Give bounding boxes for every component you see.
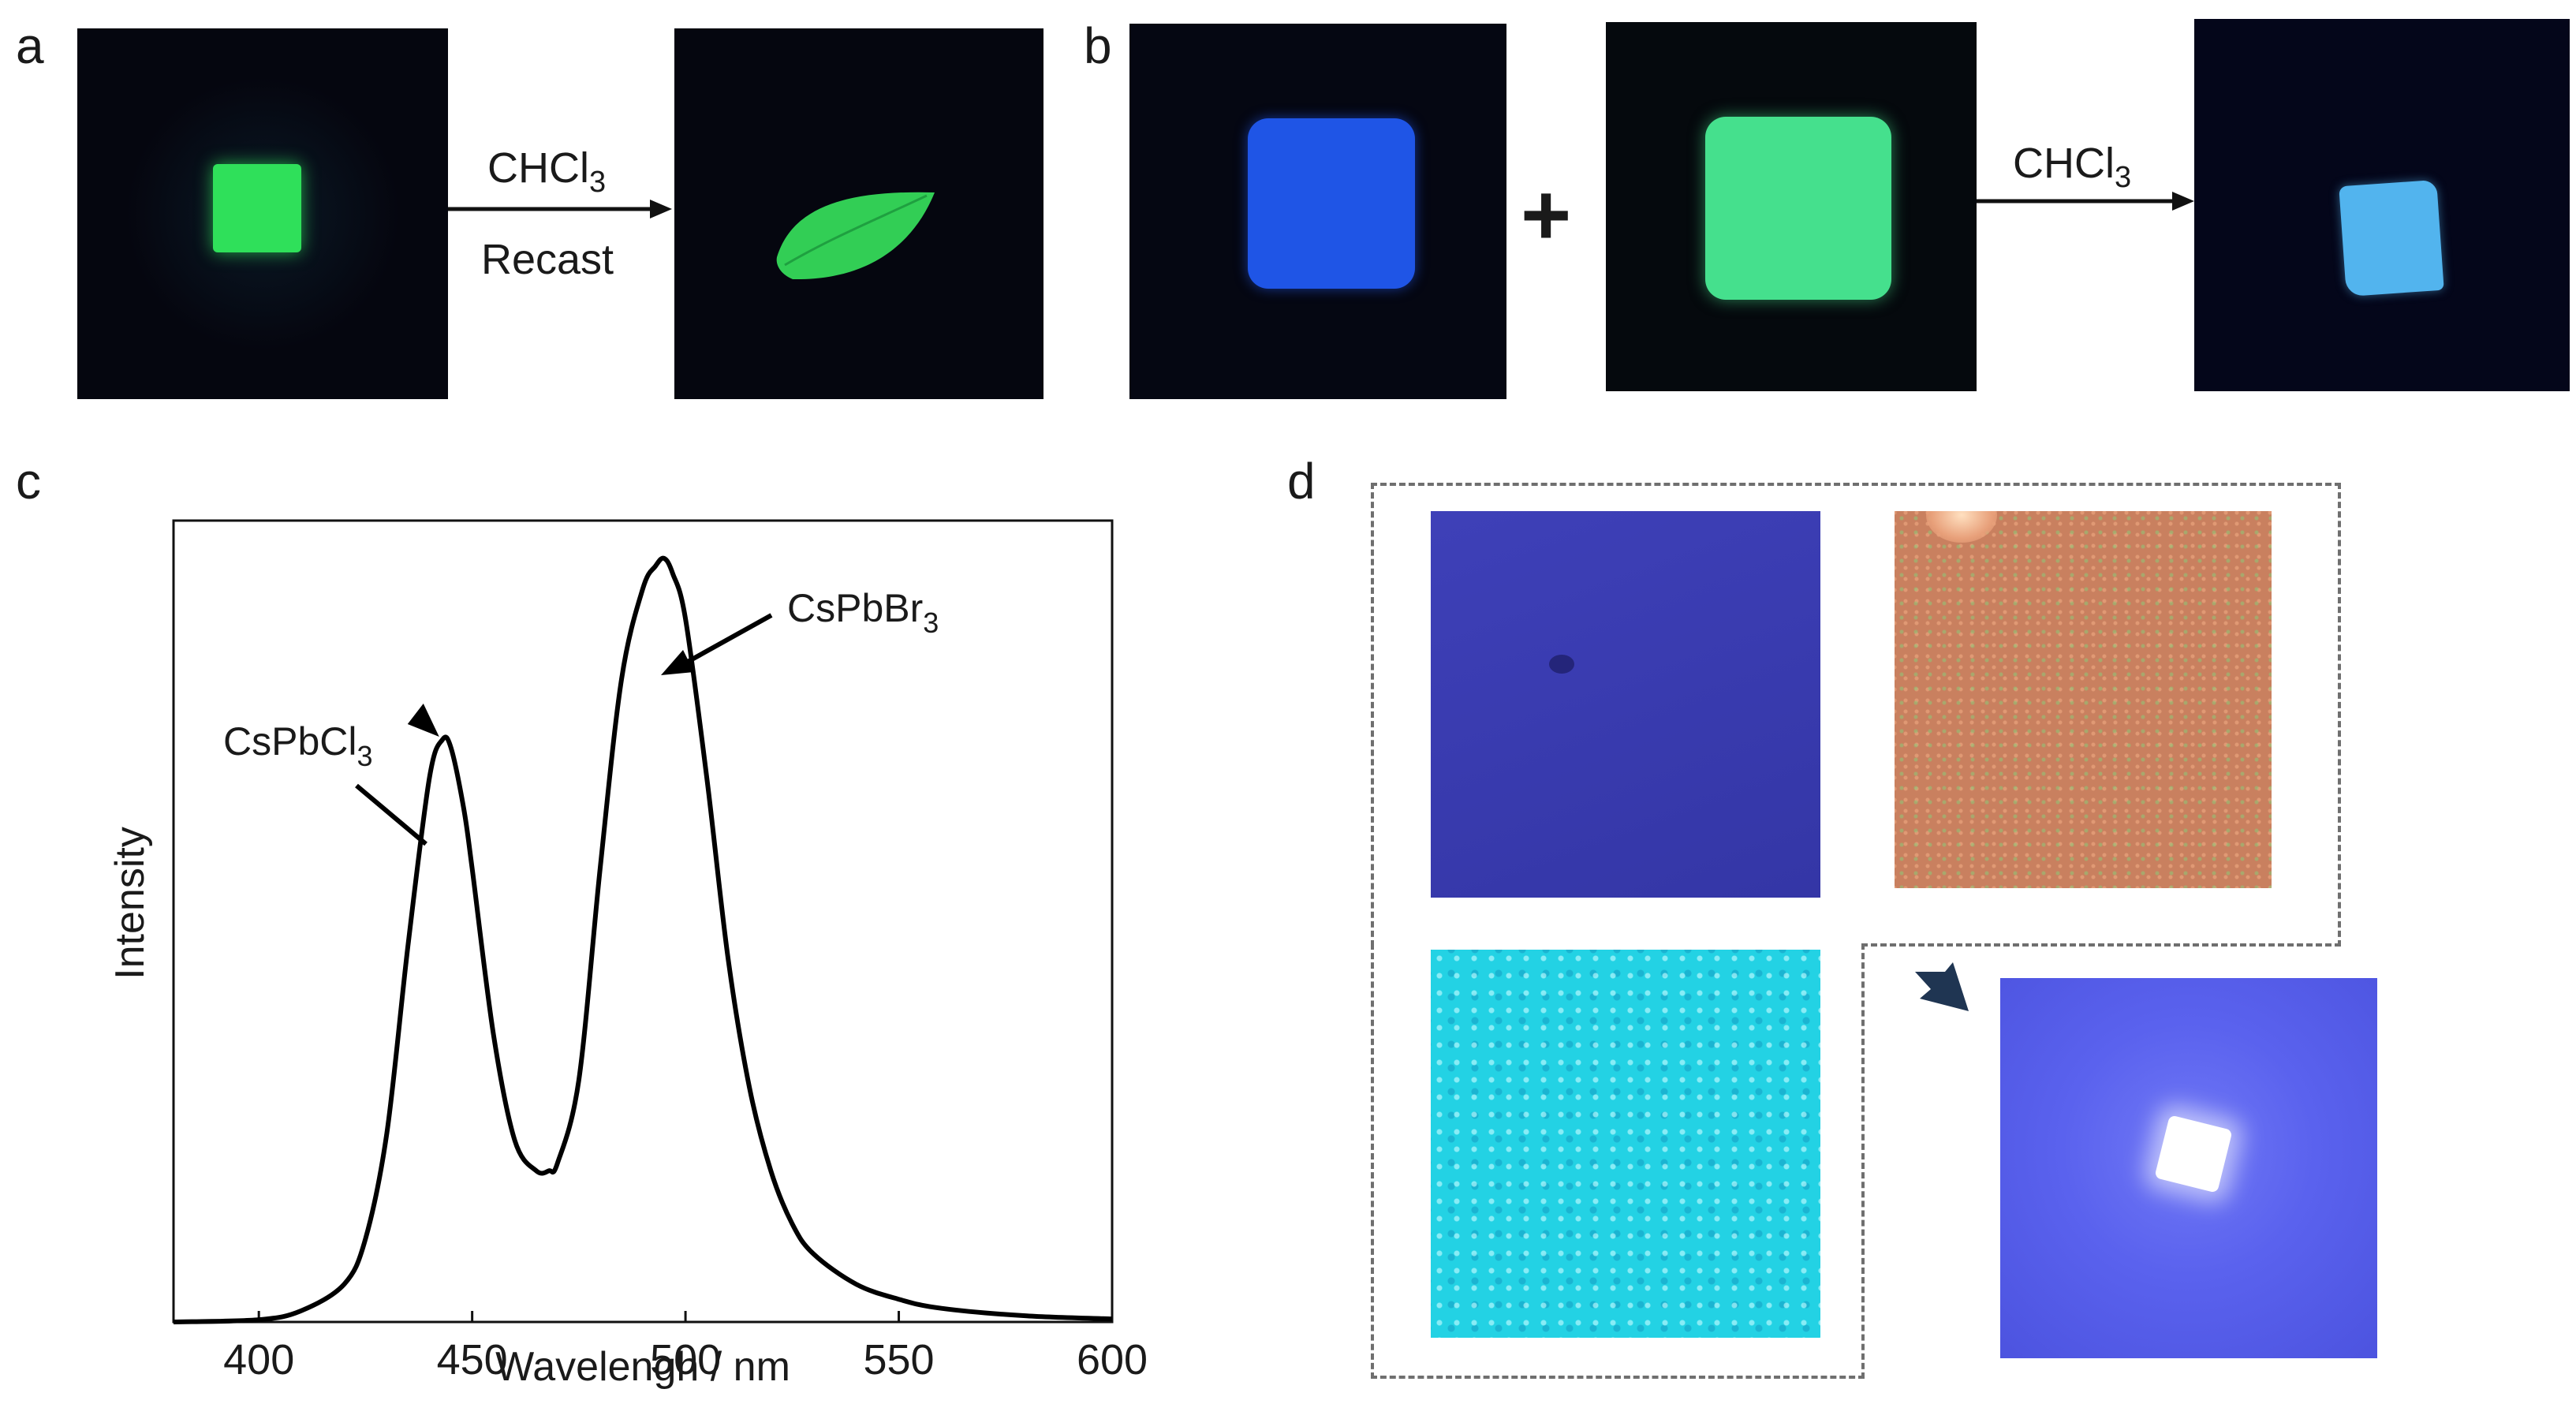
- micrograph-orange: [1895, 511, 2272, 888]
- panel-letter-a: a: [16, 17, 44, 74]
- label-chcl3-a: CHCl3: [487, 144, 607, 199]
- photo-mint-square-film: [1606, 22, 1977, 391]
- x-tick-label-450: 450: [437, 1336, 508, 1383]
- dashed-frame-top: [1371, 483, 2341, 947]
- x-tick-label-400: 400: [223, 1336, 294, 1383]
- panel-letter-c: c: [16, 453, 41, 510]
- green-leaf-shape: [776, 192, 935, 280]
- photo-green-square-film: [77, 28, 448, 399]
- blue-film-square: [1248, 118, 1415, 289]
- micrograph-cyan: [1431, 950, 1820, 1338]
- photo-blue-square-film: [1129, 24, 1506, 399]
- dashed-frame-divider: [1861, 943, 2341, 947]
- plus-sign: +: [1521, 166, 1572, 263]
- x-tick-label-500: 500: [650, 1336, 721, 1383]
- x-tick-label-550: 550: [863, 1336, 934, 1383]
- bright-crystal: [2154, 1115, 2233, 1193]
- annotation-arrow-cspbbr3: [685, 613, 773, 665]
- panel-letter-d: d: [1287, 453, 1316, 510]
- micrograph-purple: [1431, 511, 1820, 898]
- label-recast: Recast: [481, 236, 614, 283]
- photo-mixed-film: [2194, 19, 2570, 391]
- arrow-recast: [448, 200, 672, 218]
- arrow-chcl3-b: [1977, 192, 2194, 211]
- x-tick-label-600: 600: [1077, 1336, 1148, 1383]
- pl-spectrum-chart: 400 450 500 550 600 Wavelengh / nm Intensity…: [107, 519, 1148, 1390]
- y-axis-label: Intensity: [107, 827, 153, 980]
- photo-green-leaf-film: [674, 28, 1043, 399]
- green-film-square: [213, 164, 301, 252]
- plot-frame: [172, 519, 1114, 1324]
- panel-letter-b: b: [1084, 17, 1112, 74]
- annotation-arrow-cspbcl3-head: [407, 703, 439, 737]
- micrograph-lavender-bright: [2000, 978, 2377, 1358]
- annotation-cspbbr3: CsPbBr3: [787, 586, 939, 639]
- x-axis-label: Wavelengh / nm: [495, 1344, 790, 1390]
- annotation-cspbcl3: CsPbCl3: [223, 719, 373, 772]
- mint-film-square: [1705, 117, 1891, 300]
- annotation-arrow-cspbcl3: [355, 783, 427, 846]
- annotation-arrow-cspbbr3-head: [661, 650, 694, 675]
- sky-blue-film-piece: [2339, 179, 2444, 297]
- spectrum-series-line: [173, 555, 1113, 1324]
- arrow-down-right-icon: [1915, 962, 1969, 1011]
- label-chcl3-b: CHCl3: [2013, 140, 2132, 194]
- dashed-frame-left: [1371, 943, 1865, 1379]
